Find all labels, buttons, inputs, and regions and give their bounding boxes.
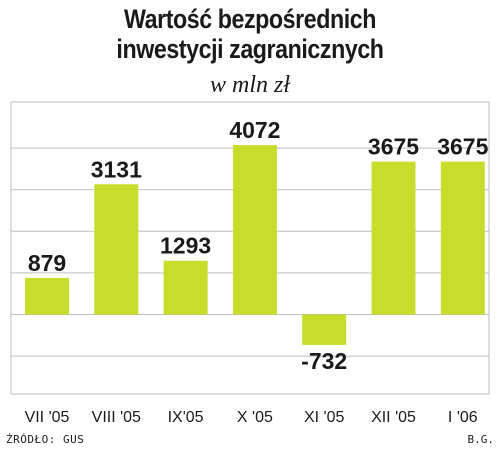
value-label-4: -732 xyxy=(301,348,347,374)
chart-title-line-2: inwestycji zagranicznych xyxy=(116,34,384,64)
category-label-6: I '06 xyxy=(448,409,478,426)
chart-title: Wartość bezpośrednich inwestycji zagrani… xyxy=(0,4,500,64)
value-label-2: 1293 xyxy=(160,233,211,259)
value-label-5: 3675 xyxy=(368,134,419,160)
bar-4 xyxy=(302,314,347,345)
bar-5 xyxy=(371,161,416,315)
bar-0 xyxy=(25,277,69,315)
category-label-2: IX'05 xyxy=(168,409,204,426)
bar-2 xyxy=(163,260,208,315)
value-label-6: 3675 xyxy=(437,134,488,160)
bars xyxy=(25,145,485,345)
value-label-0: 879 xyxy=(28,250,66,276)
category-labels: VII '05 VIII '05 IX'05 X '05 XI '05 XII '05 I … xyxy=(25,409,478,426)
bar-6 xyxy=(440,161,485,315)
source-note: ŹRÓDŁO: GUS xyxy=(6,433,85,446)
plot-frame xyxy=(10,101,490,395)
category-label-3: X '05 xyxy=(237,409,273,426)
category-label-0: VII '05 xyxy=(25,409,70,426)
bar-3 xyxy=(232,145,277,315)
value-labels: 879 3131 1293 4072 -732 3675 3675 xyxy=(28,117,489,374)
chart-title-line-1: Wartość bezpośrednich xyxy=(123,4,377,34)
value-label-3: 4072 xyxy=(229,117,280,143)
bar-1 xyxy=(94,184,139,315)
chart-subtitle: w mln zł xyxy=(209,72,290,98)
author-initials: B.G. xyxy=(467,433,495,446)
category-label-4: XI '05 xyxy=(304,409,345,426)
value-label-1: 3131 xyxy=(91,156,142,182)
category-label-1: VIII '05 xyxy=(92,409,141,426)
category-label-5: XII '05 xyxy=(371,409,416,426)
